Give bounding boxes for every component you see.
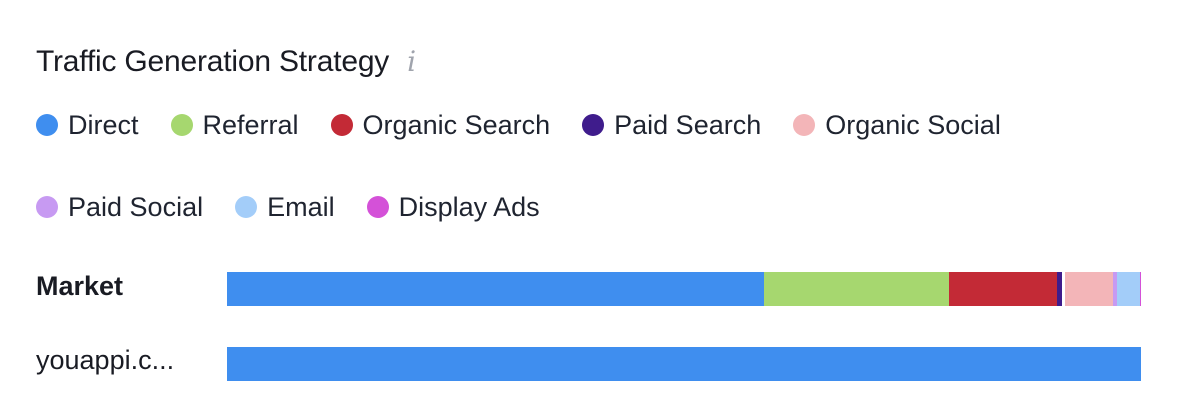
- bar-segment-direct[interactable]: [227, 347, 1141, 381]
- legend-label: Organic Search: [362, 109, 551, 140]
- legend-item-display-ads[interactable]: Display Ads: [366, 191, 540, 222]
- legend-item-organic-search[interactable]: Organic Search: [330, 109, 551, 140]
- legend-item-email[interactable]: Email: [235, 192, 335, 222]
- bar-segment-organic-search[interactable]: [949, 272, 1058, 306]
- info-icon[interactable]: i: [407, 45, 417, 78]
- legend-dot-referral: [170, 114, 193, 136]
- legend-label: Display Ads: [398, 191, 540, 222]
- legend-item-paid-search[interactable]: Paid Search: [582, 110, 761, 140]
- legend-dot-paid-social: [36, 196, 58, 218]
- legend-label: Paid Search: [614, 109, 762, 140]
- bar-segment-email[interactable]: [1117, 272, 1141, 306]
- bar-segment-direct[interactable]: [227, 272, 764, 306]
- legend-dot-direct: [36, 114, 58, 136]
- segment-separator: [1062, 272, 1066, 306]
- bar-segment-organic-social[interactable]: [1065, 272, 1113, 306]
- legend-item-organic-social[interactable]: Organic Social: [793, 110, 1001, 140]
- legend-dot-organic-social: [793, 114, 816, 136]
- chart-title: Traffic Generation Strategy: [36, 45, 390, 78]
- legend-dot-email: [235, 196, 258, 218]
- bar-label-market: Market: [36, 271, 124, 301]
- chart-legend: Direct Referral Organic Search Paid Search O…: [36, 110, 1146, 222]
- legend-item-referral[interactable]: Referral: [170, 109, 299, 140]
- legend-label: Direct: [68, 109, 139, 140]
- chart-header: Traffic Generation Strategy i: [36, 40, 416, 84]
- bar-segment-paid-social[interactable]: [1112, 272, 1118, 306]
- legend-label: Organic Social: [825, 109, 1001, 140]
- bar-segment-display-ads[interactable]: [1140, 272, 1141, 306]
- legend-item-paid-social[interactable]: Paid Social: [36, 192, 203, 222]
- bar-segment-referral[interactable]: [763, 272, 950, 306]
- legend-label: Referral: [202, 109, 299, 140]
- legend-item-direct[interactable]: Direct: [36, 110, 139, 140]
- legend-dot-display-ads: [366, 196, 389, 218]
- bar-domain: [227, 347, 1141, 381]
- bar-segment-paid-search[interactable]: [1057, 272, 1063, 306]
- legend-label: Email: [267, 191, 335, 222]
- bar-label-domain: youappi.c...: [36, 345, 175, 375]
- legend-dot-paid-search: [582, 114, 605, 136]
- bar-market: [227, 272, 1141, 306]
- legend-dot-organic-search: [330, 114, 353, 136]
- legend-label: Paid Social: [68, 191, 204, 222]
